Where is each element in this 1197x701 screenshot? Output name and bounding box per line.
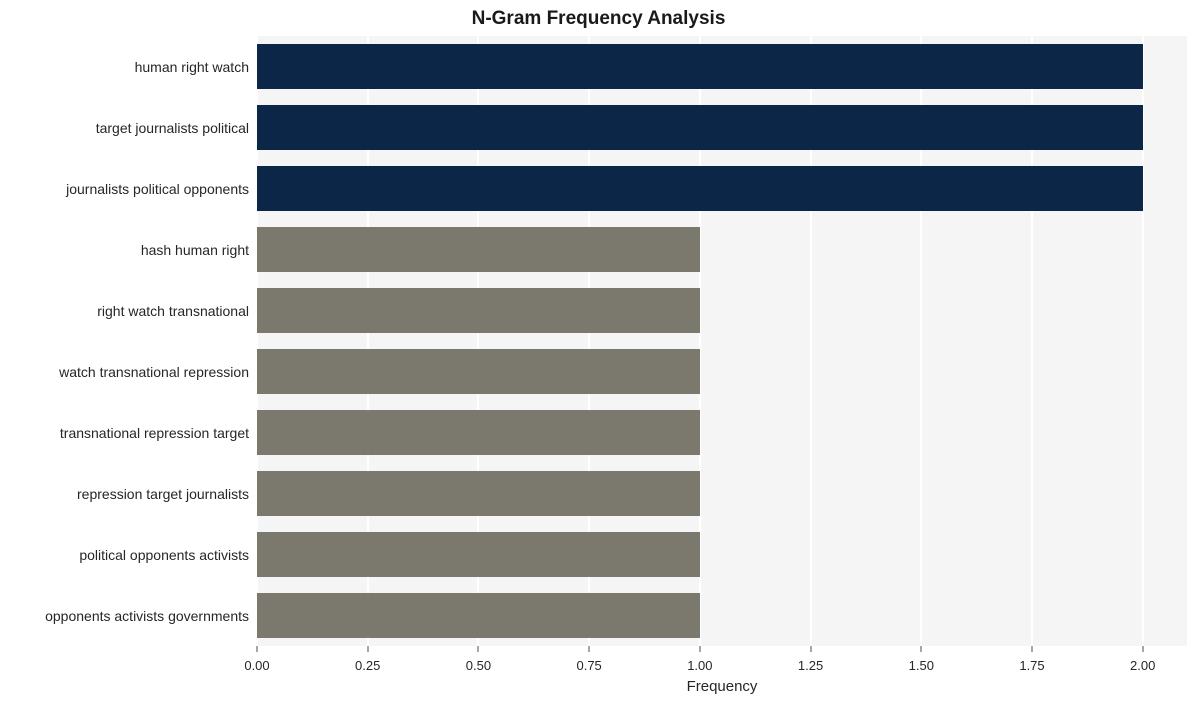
x-tick-mark <box>1032 646 1033 652</box>
x-tick-mark <box>810 646 811 652</box>
x-tick-mark <box>699 646 700 652</box>
x-tick-mark <box>478 646 479 652</box>
x-tick-mark <box>589 646 590 652</box>
y-tick-label: right watch transnational <box>97 303 257 319</box>
y-tick-label: repression target journalists <box>77 486 257 502</box>
x-tick-label: 1.00 <box>687 658 712 673</box>
y-tick-label: human right watch <box>135 59 257 75</box>
y-tick-label: transnational repression target <box>60 425 257 441</box>
x-tick-label: 0.75 <box>576 658 601 673</box>
bar <box>257 532 700 578</box>
plot-area: human right watchtarget journalists poli… <box>257 36 1187 646</box>
x-tick-label: 1.50 <box>909 658 934 673</box>
x-axis-label: Frequency <box>687 678 758 695</box>
y-tick-label: journalists political opponents <box>66 181 257 197</box>
y-tick-label: opponents activists governments <box>45 608 257 624</box>
x-tick-label: 0.50 <box>466 658 491 673</box>
x-tick-mark <box>257 646 258 652</box>
x-tick-label: 0.00 <box>244 658 269 673</box>
bar <box>257 471 700 517</box>
x-tick-label: 0.25 <box>355 658 380 673</box>
y-tick-label: target journalists political <box>96 120 257 136</box>
x-tick-label: 2.00 <box>1130 658 1155 673</box>
bar <box>257 349 700 395</box>
bar <box>257 105 1143 151</box>
x-tick-mark <box>1142 646 1143 652</box>
x-tick-mark <box>921 646 922 652</box>
bar <box>257 410 700 456</box>
bar <box>257 288 700 334</box>
y-tick-label: watch transnational repression <box>59 364 257 380</box>
y-tick-label: political opponents activists <box>79 547 257 563</box>
bar <box>257 227 700 273</box>
bar <box>257 44 1143 90</box>
bar <box>257 166 1143 212</box>
x-tick-label: 1.25 <box>798 658 823 673</box>
chart-title: N-Gram Frequency Analysis <box>0 8 1197 30</box>
y-tick-label: hash human right <box>141 242 257 258</box>
x-tick-mark <box>367 646 368 652</box>
chart-container: N-Gram Frequency Analysis human right wa… <box>0 0 1197 701</box>
bar <box>257 593 700 639</box>
x-tick-label: 1.75 <box>1019 658 1044 673</box>
